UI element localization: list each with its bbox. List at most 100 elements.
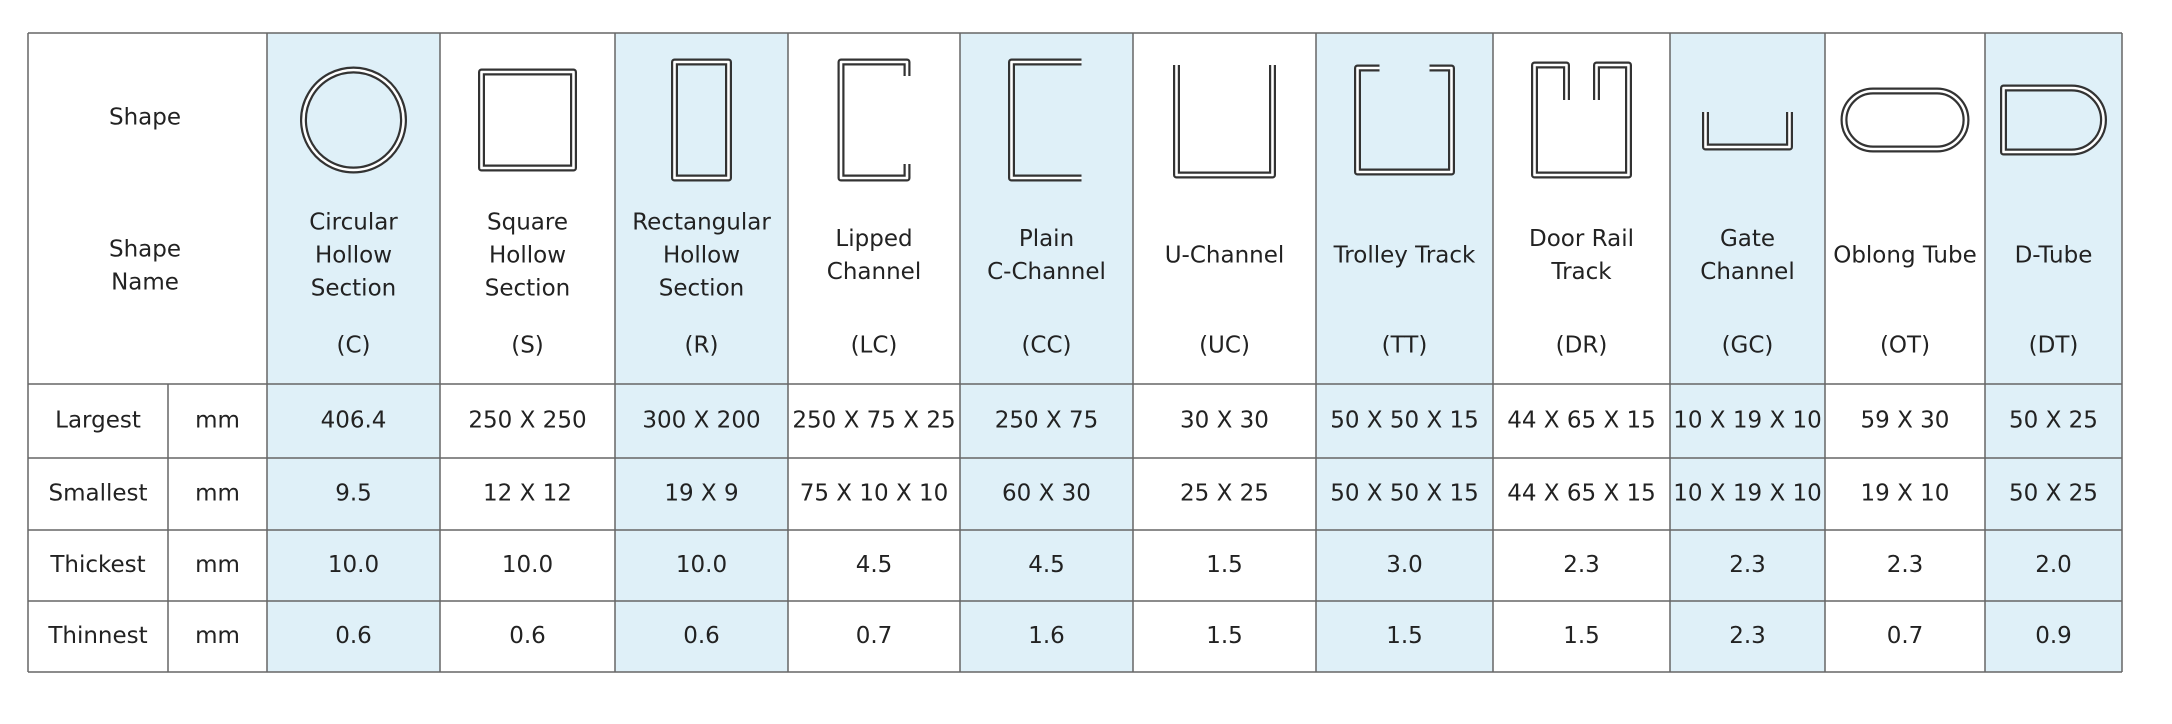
shape-icon: [478, 68, 577, 172]
cell-value: 1.5: [1206, 623, 1243, 649]
shape-name: Plain: [1019, 226, 1074, 252]
cell-value: 50 X 25: [2009, 408, 2098, 434]
shape-outline: [1175, 65, 1274, 177]
shape-code: (R): [685, 333, 719, 359]
shape-code: (OT): [1880, 333, 1930, 359]
shape-name: Lipped: [835, 226, 912, 252]
cell-value: 12 X 12: [483, 481, 572, 507]
cell-value: 1.5: [1563, 623, 1600, 649]
row-label: Largest: [55, 408, 141, 434]
row-unit: mm: [195, 481, 240, 507]
shape-outline: [673, 60, 730, 180]
cell-value: 0.6: [509, 623, 546, 649]
shape-name: Track: [1550, 259, 1612, 285]
shape-code: (C): [336, 333, 370, 359]
shape-outline: [1356, 66, 1453, 174]
column-shade: [960, 33, 1133, 672]
cell-value: 2.3: [1729, 623, 1766, 649]
cell-value: 50 X 50 X 15: [1330, 408, 1479, 434]
shape-code: (GC): [1722, 333, 1774, 359]
shape-name: Hollow: [489, 243, 566, 269]
row-unit: mm: [195, 408, 240, 434]
shape-name: Trolley Track: [1333, 243, 1476, 269]
shape-outline: [2002, 86, 2105, 154]
shape-code: (UC): [1199, 333, 1250, 359]
cell-value: 2.3: [1887, 552, 1924, 578]
cell-value: 44 X 65 X 15: [1507, 481, 1656, 507]
shape-outline: [1840, 87, 1970, 153]
shape-outline: [839, 60, 909, 180]
shape-name: Channel: [827, 259, 921, 285]
cell-value: 60 X 30: [1002, 481, 1091, 507]
shape-outline: [1704, 112, 1791, 149]
shape-outline: [1173, 65, 1276, 179]
shape-outline: [480, 70, 575, 170]
shape-name: Circular: [309, 210, 398, 236]
cell-value: 50 X 25: [2009, 481, 2098, 507]
shape-code: (DT): [2029, 333, 2079, 359]
cell-value: 0.6: [335, 623, 372, 649]
shape-icon: [2000, 84, 2107, 156]
shape-name: C-Channel: [987, 259, 1106, 285]
cell-value: 250 X 75 X 25: [792, 408, 955, 434]
shape-name-label: Shape: [109, 237, 181, 263]
cell-value: 10 X 19 X 10: [1673, 481, 1822, 507]
shape-label: Shape: [109, 105, 181, 131]
shape-outline: [1010, 60, 1082, 180]
cell-value: 30 X 30: [1180, 408, 1269, 434]
shape-outline: [478, 68, 577, 172]
cell-value: 10.0: [328, 552, 379, 578]
cell-value: 3.0: [1386, 552, 1423, 578]
shape-code: (LC): [851, 333, 898, 359]
shape-name: Oblong Tube: [1833, 243, 1977, 269]
cell-value: 0.6: [683, 623, 720, 649]
shape-outline: [837, 58, 911, 182]
shape-code: (S): [511, 333, 544, 359]
column-shade: [1670, 33, 1825, 672]
cell-value: 300 X 200: [642, 408, 760, 434]
cell-value: 2.3: [1729, 552, 1766, 578]
cell-value: 250 X 250: [468, 408, 586, 434]
shape-name: U-Channel: [1165, 243, 1285, 269]
cell-value: 0.7: [1887, 623, 1924, 649]
shape-name: Door Rail: [1529, 226, 1634, 252]
column-shade: [1316, 33, 1493, 672]
shape-name: Rectangular: [632, 210, 771, 236]
shape-icon: [837, 58, 911, 182]
shape-icon: [1531, 61, 1632, 179]
cell-value: 2.3: [1563, 552, 1600, 578]
cell-value: 250 X 75: [995, 408, 1099, 434]
cell-value: 59 X 30: [1861, 408, 1950, 434]
row-label: Thickest: [49, 552, 145, 578]
cell-value: 19 X 10: [1861, 481, 1950, 507]
cell-value: 10 X 19 X 10: [1673, 408, 1822, 434]
shape-icon: [671, 58, 732, 182]
shape-name: Gate: [1720, 226, 1775, 252]
shape-outline: [1533, 63, 1630, 177]
cell-value: 9.5: [335, 481, 372, 507]
shape-code: (DR): [1556, 333, 1608, 359]
cell-value: 10.0: [676, 552, 727, 578]
shape-name-label: Name: [111, 270, 179, 296]
shape-name: Section: [659, 276, 744, 302]
cell-value: 44 X 65 X 15: [1507, 408, 1656, 434]
cell-value: 4.5: [1028, 552, 1065, 578]
column-shade: [267, 33, 440, 672]
shape-icon: [1173, 65, 1276, 179]
row-unit: mm: [195, 623, 240, 649]
shape-icon: [1354, 64, 1455, 176]
shape-name: Square: [487, 210, 568, 236]
shape-code: (TT): [1382, 333, 1428, 359]
cell-value: 1.5: [1386, 623, 1423, 649]
cell-value: 75 X 10 X 10: [800, 481, 949, 507]
cell-value: 0.7: [856, 623, 893, 649]
shape-name: D-Tube: [2015, 243, 2093, 269]
row-unit: mm: [195, 552, 240, 578]
shape-icon: [1702, 112, 1793, 151]
row-label: Thinnest: [47, 623, 147, 649]
cell-value: 25 X 25: [1180, 481, 1269, 507]
shape-name: Hollow: [315, 243, 392, 269]
shape-name: Section: [311, 276, 396, 302]
cell-value: 4.5: [856, 552, 893, 578]
